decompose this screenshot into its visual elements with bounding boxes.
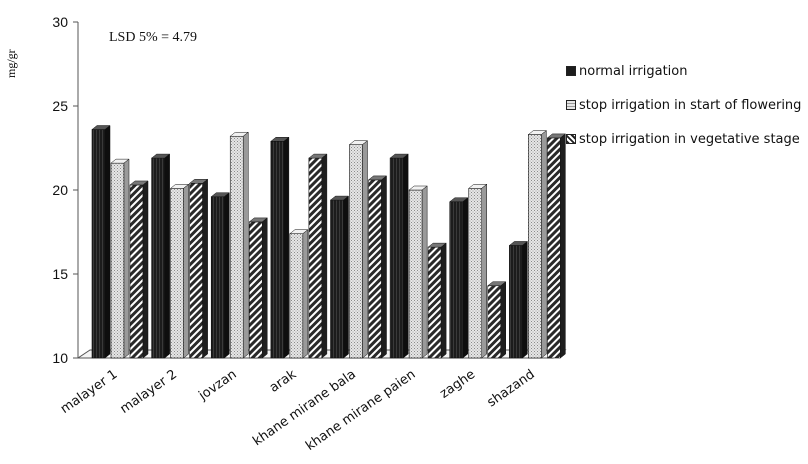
legend-item-stop-flowering: stop irrigation in start of flowering <box>566 96 801 114</box>
bar-2-4 <box>367 175 388 359</box>
legend-item-normal-irrigation: normal irrigation <box>566 62 801 80</box>
bar-1-7 <box>527 130 548 359</box>
x-tick-label: khane mirane bala <box>250 367 358 449</box>
bar-1-2 <box>229 131 249 359</box>
y-tick-label: 15 <box>52 266 68 282</box>
x-tick-label: shazand <box>485 367 538 410</box>
x-tick-label: malayer 1 <box>58 367 120 417</box>
legend-label: normal irrigation <box>579 63 688 79</box>
legend-swatch-stripe <box>566 134 576 144</box>
legend-swatch-dark <box>566 66 576 76</box>
bar-2-0 <box>129 180 149 359</box>
x-tick-label: zaghe <box>437 367 478 402</box>
bar-0-4 <box>329 195 350 359</box>
lsd-annotation: LSD 5% = 4.79 <box>109 30 198 45</box>
y-axis-label: mg/gr <box>4 49 18 78</box>
bar-0-5 <box>389 153 409 359</box>
y-tick-label: 10 <box>52 350 68 366</box>
bar-0-0 <box>91 124 111 359</box>
bar-0-2 <box>210 192 230 359</box>
bar-1-0 <box>110 158 130 359</box>
bar-2-3 <box>308 153 328 359</box>
y-tick-label: 25 <box>52 98 68 114</box>
bars <box>91 124 567 359</box>
x-tick-label: arak <box>267 367 300 396</box>
legend-swatch-light <box>566 100 576 110</box>
bar-1-5 <box>408 185 428 359</box>
bar-1-4 <box>348 140 369 359</box>
bar-0-3 <box>270 136 290 359</box>
legend-item-stop-vegetative: stop irrigation in vegetative stage <box>566 130 801 148</box>
bar-0-6 <box>449 197 469 359</box>
x-tick-label: khane mirane paien <box>303 367 418 454</box>
y-tick-label: 20 <box>52 182 68 198</box>
bar-2-7 <box>546 133 567 359</box>
x-tick-label: malayer 2 <box>118 367 180 417</box>
bar-0-1 <box>150 153 171 359</box>
bar-2-1 <box>188 178 209 359</box>
legend-label: stop irrigation in vegetative stage <box>579 131 800 147</box>
y-tick-label: 30 <box>52 14 68 30</box>
bar-2-6 <box>487 281 507 359</box>
legend-label: stop irrigation in start of flowering <box>579 97 802 113</box>
x-tick-label: jovzan <box>195 367 239 404</box>
bar-1-6 <box>468 183 488 359</box>
bar-2-2 <box>248 217 268 359</box>
bar-1-3 <box>289 229 309 359</box>
bar-2-5 <box>427 242 447 359</box>
bar-1-1 <box>169 183 190 359</box>
legend: normal irrigation stop irrigation in sta… <box>566 62 801 164</box>
bar-0-7 <box>508 240 529 359</box>
